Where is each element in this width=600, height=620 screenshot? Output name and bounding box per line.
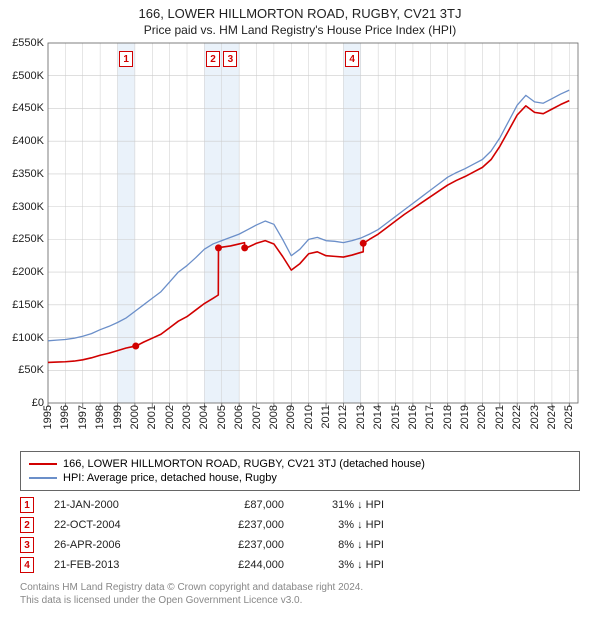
legend-swatch	[29, 463, 57, 465]
x-tick-label: 2003	[181, 405, 193, 429]
x-tick-label: 2013	[355, 405, 367, 429]
y-tick-label: £550K	[12, 37, 44, 49]
transaction-price: £87,000	[194, 499, 284, 511]
transaction-date: 21-JAN-2000	[54, 499, 174, 511]
y-tick-label: £300K	[12, 201, 44, 213]
x-tick-label: 2009	[285, 405, 297, 429]
transaction-marker-icon: 2	[20, 517, 34, 533]
x-tick-label: 2015	[390, 405, 402, 429]
x-tick-label: 2004	[198, 405, 210, 429]
x-tick-label: 2002	[164, 405, 176, 429]
transaction-date: 26-APR-2006	[54, 539, 174, 551]
titles: 166, LOWER HILLMORTON ROAD, RUGBY, CV21 …	[0, 0, 600, 37]
chart-marker-label: 3	[223, 51, 237, 67]
y-tick-label: £400K	[12, 135, 44, 147]
y-tick-label: £500K	[12, 70, 44, 82]
x-tick-label: 2012	[337, 405, 349, 429]
x-tick-label: 2006	[233, 405, 245, 429]
legend-label: 166, LOWER HILLMORTON ROAD, RUGBY, CV21 …	[63, 458, 425, 470]
x-tick-label: 2017	[424, 405, 436, 429]
chart-marker-label: 1	[119, 51, 133, 67]
transaction-price: £237,000	[194, 539, 284, 551]
transaction-row: 2 22-OCT-2004 £237,000 3% ↓ HPI	[20, 517, 580, 533]
transaction-date: 22-OCT-2004	[54, 519, 174, 531]
y-tick-label: £450K	[12, 102, 44, 114]
transaction-marker-icon: 3	[20, 537, 34, 553]
y-tick-label: £100K	[12, 332, 44, 344]
y-tick-label: £50K	[18, 364, 44, 376]
y-tick-label: £250K	[12, 233, 44, 245]
chart-container: 166, LOWER HILLMORTON ROAD, RUGBY, CV21 …	[0, 0, 600, 607]
x-tick-label: 2011	[320, 405, 332, 429]
y-tick-label: £150K	[12, 299, 44, 311]
legend-swatch	[29, 477, 57, 479]
transaction-price: £237,000	[194, 519, 284, 531]
x-tick-label: 2023	[529, 405, 541, 429]
transaction-delta: 3% ↓ HPI	[304, 519, 384, 531]
transaction-row: 1 21-JAN-2000 £87,000 31% ↓ HPI	[20, 497, 580, 513]
transaction-delta: 8% ↓ HPI	[304, 539, 384, 551]
chart-marker-label: 2	[206, 51, 220, 67]
x-tick-label: 2014	[372, 405, 384, 429]
footer-line-2: This data is licensed under the Open Gov…	[20, 594, 580, 607]
transaction-table: 1 21-JAN-2000 £87,000 31% ↓ HPI 2 22-OCT-2004…	[20, 497, 580, 573]
x-tick-label: 2007	[251, 405, 263, 429]
x-tick-label: 1997	[77, 405, 89, 429]
x-tick-label: 2016	[407, 405, 419, 429]
x-tick-label: 1998	[94, 405, 106, 429]
transaction-marker-icon: 4	[20, 557, 34, 573]
plot-area: £0£50K£100K£150K£200K£250K£300K£350K£400…	[48, 43, 578, 403]
transaction-date: 21-FEB-2013	[54, 559, 174, 571]
transaction-marker-icon: 1	[20, 497, 34, 513]
x-tick-label: 2025	[563, 405, 575, 429]
x-tick-label: 2021	[494, 405, 506, 429]
chart-svg	[48, 43, 578, 403]
x-tick-label: 1996	[59, 405, 71, 429]
x-tick-label: 2008	[268, 405, 280, 429]
transaction-price: £244,000	[194, 559, 284, 571]
chart-marker-label: 4	[345, 51, 359, 67]
footer-line-1: Contains HM Land Registry data © Crown c…	[20, 581, 580, 594]
x-tick-label: 2022	[511, 405, 523, 429]
x-tick-label: 2000	[129, 405, 141, 429]
x-axis-ticks: 1995199619971998199920002001200220032004…	[48, 403, 578, 443]
transaction-row: 3 26-APR-2006 £237,000 8% ↓ HPI	[20, 537, 580, 553]
footer: Contains HM Land Registry data © Crown c…	[20, 581, 580, 607]
transaction-row: 4 21-FEB-2013 £244,000 3% ↓ HPI	[20, 557, 580, 573]
y-axis-ticks: £0£50K£100K£150K£200K£250K£300K£350K£400…	[0, 43, 46, 403]
chart-subtitle: Price paid vs. HM Land Registry's House …	[0, 23, 600, 37]
chart-title: 166, LOWER HILLMORTON ROAD, RUGBY, CV21 …	[0, 6, 600, 21]
y-tick-label: £350K	[12, 168, 44, 180]
legend: 166, LOWER HILLMORTON ROAD, RUGBY, CV21 …	[20, 451, 580, 491]
transaction-delta: 31% ↓ HPI	[304, 499, 384, 511]
x-tick-label: 2018	[442, 405, 454, 429]
legend-item: HPI: Average price, detached house, Rugb…	[29, 472, 571, 484]
legend-label: HPI: Average price, detached house, Rugb…	[63, 472, 277, 484]
transaction-delta: 3% ↓ HPI	[304, 559, 384, 571]
legend-item: 166, LOWER HILLMORTON ROAD, RUGBY, CV21 …	[29, 458, 571, 470]
x-tick-label: 2024	[546, 405, 558, 429]
x-tick-label: 2019	[459, 405, 471, 429]
y-tick-label: £200K	[12, 266, 44, 278]
x-tick-label: 2001	[146, 405, 158, 429]
x-tick-label: 1999	[112, 405, 124, 429]
x-tick-label: 2010	[303, 405, 315, 429]
x-tick-label: 2005	[216, 405, 228, 429]
x-tick-label: 2020	[476, 405, 488, 429]
x-tick-label: 1995	[42, 405, 54, 429]
